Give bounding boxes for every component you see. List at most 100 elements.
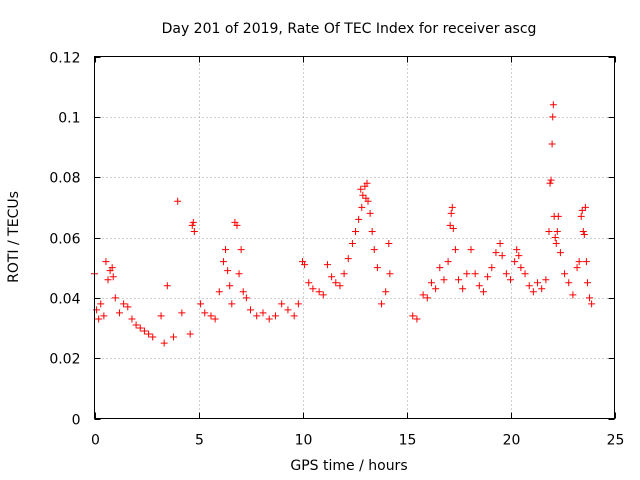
data-point	[211, 315, 219, 323]
data-point	[534, 279, 542, 287]
data-point	[290, 312, 298, 320]
data-point	[378, 300, 386, 308]
y-tick-label: 0.12	[49, 51, 80, 67]
data-point	[525, 282, 533, 290]
data-point	[259, 309, 267, 317]
grid-layer	[94, 56, 615, 419]
chart-title: Day 201 of 2019, Rate Of TEC Index for r…	[162, 21, 537, 37]
data-point	[224, 267, 232, 275]
data-point	[97, 300, 105, 308]
data-point	[515, 252, 523, 260]
data-point	[132, 321, 140, 329]
data-point	[549, 113, 557, 121]
y-axis-label: ROTI / TECUs	[6, 191, 22, 283]
data-point	[278, 300, 286, 308]
data-point	[556, 249, 564, 257]
data-point	[115, 309, 123, 317]
data-point	[305, 279, 313, 287]
data-point	[170, 333, 178, 341]
data-point	[124, 303, 132, 311]
data-point	[104, 276, 112, 284]
y-tick-label: 0.02	[49, 352, 80, 368]
data-point	[432, 285, 440, 293]
data-point	[545, 227, 553, 235]
data-point	[546, 179, 554, 187]
data-point	[128, 315, 136, 323]
data-point	[565, 279, 573, 287]
data-point	[301, 261, 309, 269]
data-point	[447, 209, 455, 217]
data-point	[484, 273, 492, 281]
data-point	[577, 212, 585, 220]
data-point	[578, 206, 586, 214]
data-point	[336, 282, 344, 290]
data-point	[488, 264, 496, 272]
data-point	[579, 227, 587, 235]
data-point	[436, 264, 444, 272]
data-point	[446, 221, 454, 229]
data-point	[140, 327, 148, 335]
data-point	[197, 300, 205, 308]
data-point	[529, 288, 537, 296]
data-point	[502, 270, 510, 278]
data-point	[186, 330, 194, 338]
data-point	[513, 246, 521, 254]
data-point	[553, 227, 561, 235]
data-point	[136, 324, 144, 332]
data-point	[352, 227, 360, 235]
data-point	[551, 234, 559, 241]
x-axis-label: GPS time / hours	[290, 458, 407, 474]
x-tick-label: 15	[399, 433, 417, 449]
data-point	[247, 306, 254, 314]
data-point	[444, 258, 452, 266]
data-point	[451, 246, 459, 254]
data-point	[265, 315, 273, 323]
data-point	[463, 270, 471, 278]
data-point	[459, 285, 467, 293]
data-point	[409, 312, 417, 320]
data-point	[239, 288, 247, 296]
data-point	[157, 312, 165, 320]
x-tick-label: 25	[607, 433, 625, 449]
data-point	[582, 258, 590, 266]
data-point	[583, 279, 591, 287]
plot-frame	[94, 56, 615, 419]
data-point	[517, 264, 525, 272]
data-point	[357, 185, 365, 193]
data-point	[471, 270, 479, 278]
data-point	[226, 282, 234, 290]
data-point	[548, 140, 556, 148]
y-tick-label: 0	[72, 413, 81, 429]
data-point	[332, 279, 340, 287]
data-point	[222, 246, 230, 254]
data-point	[228, 300, 236, 308]
data-point	[479, 288, 487, 296]
data-point	[366, 209, 374, 217]
data-point	[423, 294, 431, 302]
data-point	[328, 273, 336, 281]
data-point	[188, 221, 196, 229]
data-point	[108, 264, 116, 272]
data-point	[348, 240, 356, 248]
data-point	[315, 288, 323, 296]
x-tick-label: 5	[195, 433, 204, 449]
x-tick-label: 20	[503, 433, 521, 449]
data-point	[120, 300, 128, 308]
data-point	[271, 312, 279, 320]
data-point	[309, 285, 317, 293]
y-tick-label: 0.04	[49, 292, 80, 308]
data-point	[449, 224, 457, 232]
data-point	[359, 191, 367, 199]
data-point	[145, 330, 153, 338]
data-point	[163, 282, 171, 290]
data-point	[549, 101, 557, 109]
data-point	[219, 258, 227, 266]
data-point	[189, 218, 197, 226]
data-point	[201, 309, 209, 317]
data-point	[323, 261, 331, 269]
data-point	[95, 315, 103, 323]
data-point	[467, 246, 475, 254]
data-point	[358, 203, 366, 211]
data-point	[102, 258, 110, 266]
